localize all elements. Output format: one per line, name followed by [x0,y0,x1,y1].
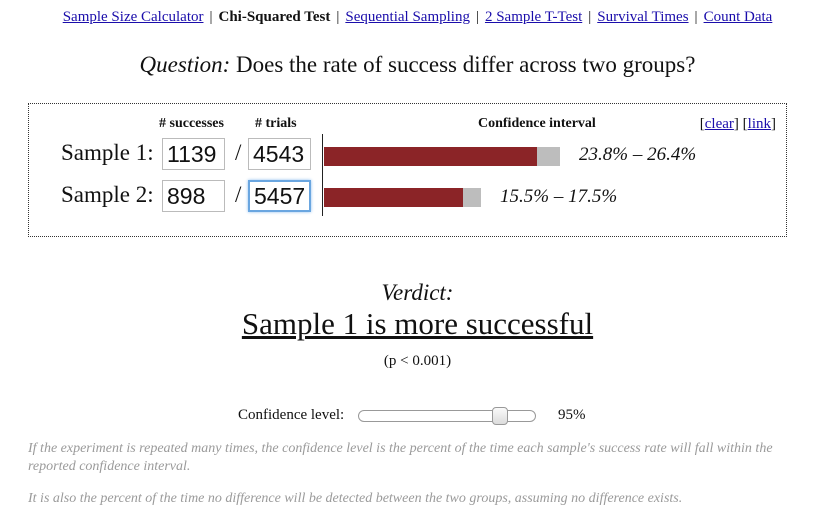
nav-separator: | [336,9,340,25]
question-heading: Question: Does the rate of success diffe… [0,52,835,78]
clear-link[interactable]: clear [704,116,734,132]
nav-chi-squared-test: Chi-Squared Test [218,9,331,25]
sample-2-ci-bar-fill [324,188,463,207]
sample-1-successes-input[interactable]: 1139 [162,138,225,170]
sample-1-ci-bar [324,147,560,166]
verdict-result: Sample 1 is more successful [241,306,594,341]
sample-2-trials-input[interactable]: 5457 [248,180,311,212]
question-text: Does the rate of success differ across t… [236,52,696,77]
p-value: (p < 0.001) [383,353,452,369]
confidence-note-1: If the experiment is repeated many times… [28,441,773,474]
sample-2-label: Sample 2: [61,182,154,207]
sample-1-ci-bar-fill [324,147,537,166]
header-successes: # successes [159,116,224,131]
link-link[interactable]: link [747,116,771,132]
nav-separator: | [209,9,213,25]
nav-2-sample-t-test[interactable]: 2 Sample T-Test [484,9,583,25]
sample-1-ci-text: 23.8% – 26.4% [579,144,697,165]
input-panel: # successes # trials Confidence interval… [28,103,787,237]
confidence-level-slider[interactable] [358,407,536,425]
question-prefix: Question: [139,52,231,77]
sample-2-ci-text: 15.5% – 17.5% [500,186,618,207]
sample-2-successes-input[interactable]: 898 [162,180,225,212]
confidence-level-label: Confidence level: [238,407,345,423]
sample-2-ci-bar [324,188,481,207]
verdict-title: Verdict: [381,280,454,305]
bracket: [ [742,116,748,132]
nav-separator: | [475,9,479,25]
column-divider [322,134,323,216]
bracket: ] [771,116,776,132]
nav-sequential-sampling[interactable]: Sequential Sampling [345,9,470,25]
bracket: [ [699,116,705,132]
confidence-note-2: It is also the percent of the time no di… [28,491,683,506]
slash: / [235,140,242,165]
nav-count-data[interactable]: Count Data [703,9,773,25]
slash: / [235,182,242,207]
nav-survival-times[interactable]: Survival Times [597,9,689,25]
header-confidence-interval: Confidence interval [478,116,596,131]
confidence-level-slider-thumb[interactable] [492,407,508,425]
top-navigation: Sample Size Calculator | Chi-Squared Test |… [0,9,835,26]
sample-1-trials-input[interactable]: 4543 [248,138,311,170]
nav-separator: | [588,9,592,25]
header-trials: # trials [255,116,297,131]
nav-separator: | [694,9,698,25]
header-links: [clear] [link] [700,116,776,133]
confidence-level-value: 95% [558,407,586,423]
nav-sample-size-calculator[interactable]: Sample Size Calculator [62,9,204,25]
bracket: ] [733,116,739,132]
sample-1-label: Sample 1: [61,140,154,165]
